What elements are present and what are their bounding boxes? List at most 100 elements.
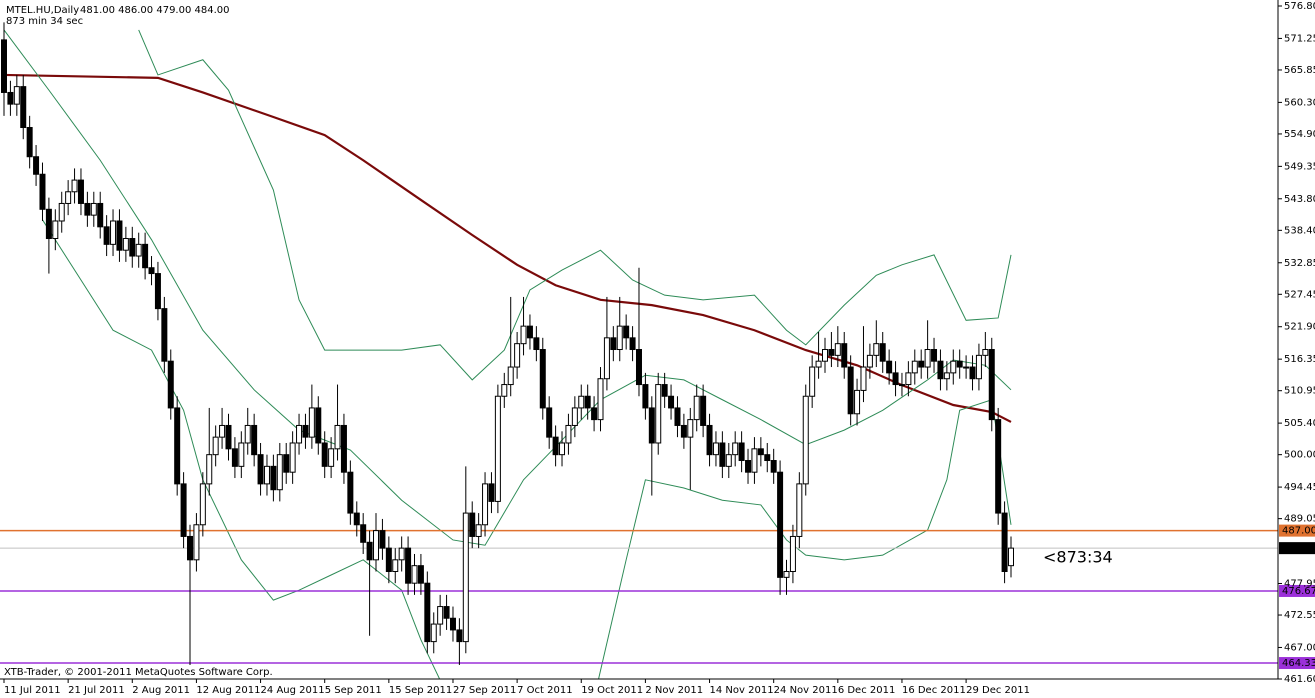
candle-body — [1001, 512, 1008, 573]
candle-body — [26, 127, 33, 158]
header-values: 481.00 486.00 479.00 484.00 — [80, 5, 230, 16]
x-tick-label: 2 Nov 2011 — [645, 685, 703, 696]
candle-body — [520, 325, 527, 345]
candle-body — [263, 465, 270, 485]
candle-body — [212, 436, 219, 456]
candle-body — [738, 442, 745, 462]
candle-body — [1008, 547, 1014, 567]
candle-body — [353, 512, 360, 526]
candle-body — [642, 384, 649, 409]
footer: XTB-Trader, © 2001-2011 MetaQuotes Softw… — [4, 667, 273, 678]
candle-body — [308, 407, 315, 438]
candle-body — [623, 325, 630, 339]
candle-body — [20, 86, 27, 129]
y-tick-label: 489.05 — [1284, 514, 1315, 525]
y-tick-label: 477.95 — [1284, 578, 1315, 589]
y-tick-label: 560.30 — [1284, 97, 1315, 108]
candle-body — [103, 226, 110, 245]
timer: <873:34 — [1043, 548, 1113, 567]
candle-body — [655, 384, 662, 444]
candle-body — [854, 389, 861, 415]
x-tick-label: 11 Jul 2011 — [4, 685, 61, 696]
y-tick-label: 527.45 — [1284, 289, 1315, 300]
candle-body — [379, 530, 386, 549]
x-tick-label: 6 Dec 2011 — [838, 685, 896, 696]
level-label: 487.00 — [1282, 526, 1315, 537]
candle-body — [571, 407, 578, 426]
candle-body — [148, 267, 155, 275]
candle-body — [238, 442, 245, 467]
candle-body — [975, 354, 982, 380]
candle-body — [135, 243, 142, 257]
candle-body — [821, 349, 828, 362]
candle-body — [199, 483, 206, 526]
candle-body — [995, 419, 1002, 514]
candle-body — [719, 442, 726, 467]
candle-body — [321, 442, 328, 467]
candle-body — [39, 173, 46, 210]
candle-body — [988, 349, 995, 421]
candle-body — [886, 360, 893, 374]
candle-body — [943, 372, 950, 380]
candle-body — [424, 582, 431, 643]
candle-body — [84, 202, 91, 216]
candle-body — [488, 483, 495, 502]
level-label-box — [1279, 524, 1315, 537]
candle-body — [635, 349, 642, 386]
candle-body — [700, 395, 707, 426]
candle-body — [866, 354, 873, 368]
candle-body — [430, 623, 437, 643]
candle-body — [347, 471, 354, 514]
candle-body — [757, 448, 764, 456]
level-label-box — [1279, 542, 1315, 555]
candle-body — [546, 407, 553, 438]
candle-body — [834, 343, 841, 356]
candle-body — [905, 372, 912, 386]
level-label: 464.33 — [1282, 658, 1315, 669]
candle-body — [392, 559, 399, 573]
candle-body — [276, 454, 283, 491]
candle-body — [661, 384, 668, 397]
candle-body — [873, 343, 880, 356]
candle-body — [629, 337, 636, 351]
x-tick-label: 27 Sep 2011 — [453, 685, 516, 696]
candle-body — [796, 483, 803, 537]
candle-body — [289, 442, 296, 473]
candle-body — [783, 571, 790, 578]
candle-body — [879, 343, 886, 362]
candle-body — [526, 325, 533, 339]
chart-title: MTEL.HU,Daily — [6, 5, 79, 16]
candle-body — [154, 273, 161, 310]
candle-body — [777, 471, 784, 578]
y-tick-label: 467.00 — [1284, 642, 1315, 653]
candle-body — [187, 535, 194, 561]
y-tick-label: 549.35 — [1284, 161, 1315, 172]
level-label: 484.00 — [1282, 543, 1315, 554]
candle-body — [860, 366, 867, 391]
candle-body — [443, 606, 450, 619]
candle-body — [385, 547, 392, 573]
candle-body — [982, 349, 989, 356]
candle-body — [591, 407, 598, 421]
candle-body — [58, 202, 65, 222]
candle-body — [764, 454, 771, 462]
level-label-box — [1279, 657, 1315, 670]
candle-body — [603, 337, 610, 380]
candle-body — [898, 384, 905, 387]
candle-body — [116, 220, 123, 251]
candle-body — [302, 424, 309, 438]
candle-body — [142, 243, 149, 269]
y-tick-label: 576.80 — [1284, 1, 1315, 12]
candle-body — [828, 349, 835, 356]
x-tick-label: 24 Aug 2011 — [261, 685, 325, 696]
candle-body — [417, 565, 424, 584]
candle-body — [789, 535, 796, 573]
candle-body — [514, 343, 521, 368]
candle-body — [270, 465, 277, 491]
candle-body — [963, 366, 970, 369]
candle-body — [340, 424, 347, 473]
candle-body — [687, 419, 694, 438]
candle-body — [494, 395, 501, 502]
candle-body — [7, 91, 14, 105]
